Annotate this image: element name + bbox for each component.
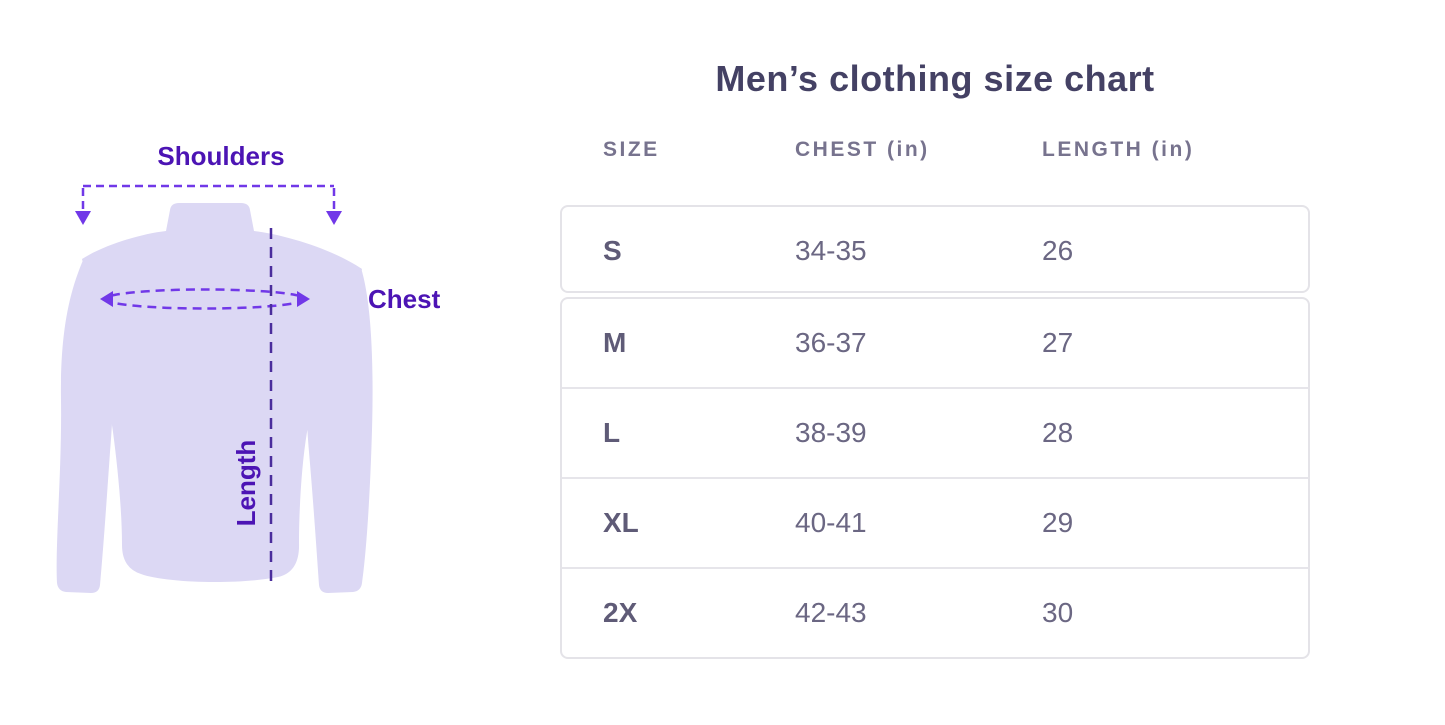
size-cell: 2X xyxy=(603,597,638,628)
size-cell: M xyxy=(603,327,627,358)
table-first-row-box: S 34-35 26 xyxy=(560,205,1310,293)
table-row: S 34-35 26 xyxy=(562,207,1308,295)
size-cell: XL xyxy=(603,507,639,538)
shirt-sleeve-right xyxy=(306,268,373,593)
arrow-down-right-icon xyxy=(326,211,342,225)
length-cell: 27 xyxy=(1042,327,1074,358)
page-title: Men’s clothing size chart xyxy=(715,58,1155,99)
length-cell: 30 xyxy=(1042,597,1074,628)
shoulders-label: Shoulders xyxy=(157,141,285,171)
arrow-right-icon xyxy=(297,291,310,307)
size-table: SIZE CHEST (in) LENGTH (in) S 34-35 26 M 36… xyxy=(560,138,1310,659)
chest-label: Chest xyxy=(368,284,441,314)
table-row: L 38-39 28 xyxy=(562,387,1308,477)
chest-cell: 36-37 xyxy=(795,327,867,358)
shirt-illustration xyxy=(56,184,373,593)
length-cell: 28 xyxy=(1042,417,1074,448)
arrow-down-left-icon xyxy=(75,211,91,225)
size-cell: L xyxy=(603,417,621,448)
column-header-size: SIZE xyxy=(603,138,660,161)
shoulders-measure-bracket xyxy=(81,184,336,209)
table-row: M 36-37 27 xyxy=(562,299,1308,387)
chest-cell: 42-43 xyxy=(795,597,867,628)
table-row: XL 40-41 29 xyxy=(562,477,1308,567)
arrow-left-icon xyxy=(100,291,113,307)
table-header-row: SIZE CHEST (in) LENGTH (in) xyxy=(560,138,1310,166)
chest-cell: 40-41 xyxy=(795,507,867,538)
shirt-sleeve-left xyxy=(56,258,114,593)
chest-cell: 34-35 xyxy=(795,235,867,266)
length-label: Length xyxy=(231,439,261,527)
table-row: 2X 42-43 30 xyxy=(562,567,1308,657)
chest-cell: 38-39 xyxy=(795,417,867,448)
column-header-length: LENGTH (in) xyxy=(1042,138,1195,161)
size-cell: S xyxy=(603,235,622,266)
length-cell: 29 xyxy=(1042,507,1074,538)
shirt-body xyxy=(82,203,362,583)
table-rows-box: M 36-37 27 L 38-39 28 XL 40-41 29 2X 42-43 30 xyxy=(560,297,1310,659)
length-cell: 26 xyxy=(1042,235,1074,266)
column-header-chest: CHEST (in) xyxy=(795,138,930,161)
